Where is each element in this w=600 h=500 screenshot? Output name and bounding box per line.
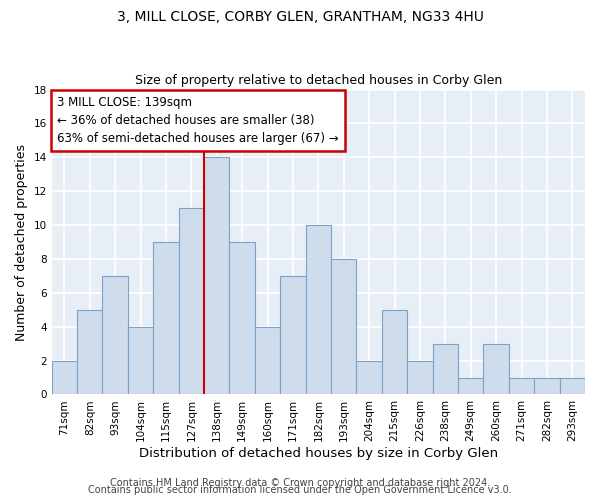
Bar [229, 242, 255, 394]
Text: 3, MILL CLOSE, CORBY GLEN, GRANTHAM, NG33 4HU: 3, MILL CLOSE, CORBY GLEN, GRANTHAM, NG3… [116, 10, 484, 24]
Bar [356, 360, 382, 394]
Bar [534, 378, 560, 394]
Bar [458, 378, 484, 394]
Bar [77, 310, 103, 394]
Bar [382, 310, 407, 394]
Bar [204, 158, 229, 394]
Y-axis label: Number of detached properties: Number of detached properties [15, 144, 28, 340]
Bar [280, 276, 305, 394]
Bar [153, 242, 179, 394]
Bar [305, 225, 331, 394]
Text: Contains HM Land Registry data © Crown copyright and database right 2024.: Contains HM Land Registry data © Crown c… [110, 478, 490, 488]
Text: Contains public sector information licensed under the Open Government Licence v3: Contains public sector information licen… [88, 485, 512, 495]
Bar [103, 276, 128, 394]
Bar [255, 326, 280, 394]
Bar [407, 360, 433, 394]
Bar [484, 344, 509, 394]
Bar [509, 378, 534, 394]
Bar [433, 344, 458, 394]
X-axis label: Distribution of detached houses by size in Corby Glen: Distribution of detached houses by size … [139, 447, 498, 460]
Bar [560, 378, 585, 394]
Title: Size of property relative to detached houses in Corby Glen: Size of property relative to detached ho… [135, 74, 502, 87]
Bar [331, 259, 356, 394]
Bar [128, 326, 153, 394]
Bar [52, 360, 77, 394]
Bar [179, 208, 204, 394]
Text: 3 MILL CLOSE: 139sqm
← 36% of detached houses are smaller (38)
63% of semi-detac: 3 MILL CLOSE: 139sqm ← 36% of detached h… [57, 96, 338, 144]
